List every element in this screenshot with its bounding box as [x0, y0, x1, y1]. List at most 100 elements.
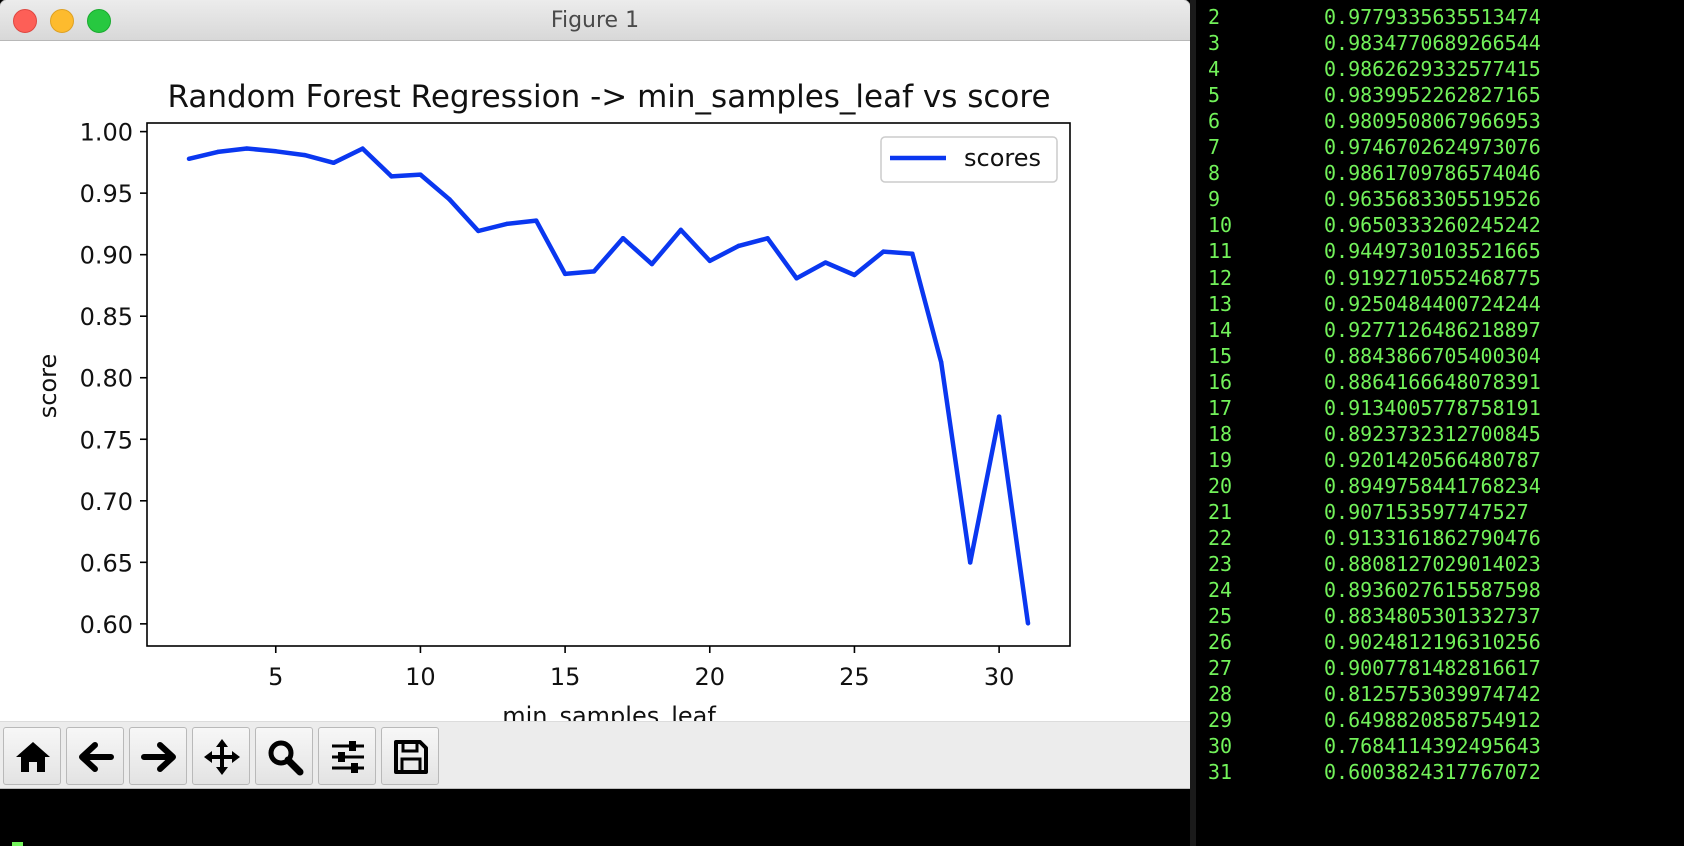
console-row-value: 0.9809508067966953	[1324, 109, 1541, 134]
console-row-value: 0.9277126486218897	[1324, 317, 1541, 342]
forward-button[interactable]	[129, 727, 187, 785]
legend-label-scores: scores	[964, 144, 1041, 172]
data-point	[302, 152, 307, 158]
y-tick-label: 0.65	[80, 549, 133, 577]
data-point	[186, 156, 192, 161]
data-point	[447, 197, 452, 202]
console-row-value: 0.8864166648078391	[1324, 369, 1541, 394]
home-button[interactable]	[3, 727, 61, 785]
console-row-index: 23	[1208, 552, 1233, 577]
x-tick-label: 20	[694, 663, 725, 691]
x-tick-label: 25	[839, 663, 870, 691]
figure-canvas[interactable]: Random Forest Regression -> min_samples_…	[0, 41, 1190, 721]
console-row-index: 27	[1208, 656, 1233, 681]
back-button[interactable]	[66, 727, 124, 785]
console-row-index: 31	[1208, 760, 1233, 785]
data-point	[939, 360, 944, 365]
console-row-index: 13	[1208, 291, 1233, 316]
data-point	[418, 172, 423, 177]
console-row-index: 7	[1208, 135, 1221, 160]
x-axis: 5 10 15 20 25 30	[268, 646, 1014, 691]
console-row-index: 19	[1208, 447, 1233, 472]
console-row-index: 26	[1208, 630, 1233, 655]
legend: scores	[880, 136, 1058, 183]
chart-title: Random Forest Regression -> min_samples_…	[167, 79, 1050, 115]
data-point	[707, 258, 712, 264]
console-row-index: 8	[1208, 161, 1221, 186]
console-row-value: 0.9834770689266544	[1324, 31, 1541, 56]
save-button[interactable]	[381, 727, 439, 785]
window-title: Figure 1	[550, 8, 640, 33]
arrow-left-icon	[79, 742, 114, 772]
data-point	[736, 243, 741, 249]
terminal-output[interactable]: 2 0.9779335635513474 3 0.9834770689266544 4 0…	[1196, 0, 1684, 846]
console-row-index: 21	[1208, 499, 1233, 524]
console-row-value: 0.907153597747527	[1324, 499, 1529, 524]
console-row-value: 0.9250484400724244	[1324, 291, 1541, 316]
data-point	[765, 236, 770, 241]
y-axis-label: score	[34, 354, 62, 419]
data-point	[852, 272, 857, 278]
window-divider	[1190, 0, 1196, 846]
y-tick-label: 0.90	[80, 242, 133, 270]
console-row-value: 0.9133161862790476	[1324, 526, 1541, 550]
console-row-value: 0.9862629332577415	[1324, 57, 1541, 82]
y-tick-label: 0.95	[80, 180, 133, 208]
minimize-window-button[interactable]	[50, 9, 74, 33]
console-row-index: 10	[1208, 213, 1233, 238]
console-row-index: 29	[1208, 708, 1233, 733]
x-tick-label: 10	[405, 663, 436, 691]
data-point	[215, 149, 221, 155]
x-tick-label: 15	[550, 663, 581, 691]
console-row-value: 0.9134005778758191	[1324, 395, 1541, 420]
console-row-value: 0.9650333260245242	[1324, 213, 1541, 238]
console-row-index: 30	[1208, 734, 1233, 759]
data-point	[678, 227, 684, 233]
data-point	[649, 261, 655, 267]
data-point	[881, 249, 886, 254]
y-tick-label: 0.85	[80, 303, 133, 331]
data-point	[360, 146, 365, 151]
configure-subplots-button[interactable]	[318, 727, 376, 785]
x-tick-label: 30	[984, 663, 1015, 691]
move-icon	[204, 739, 240, 775]
console-row-index: 20	[1208, 473, 1233, 498]
console-row-value: 0.8834805301332737	[1324, 604, 1541, 629]
data-point	[620, 235, 626, 241]
y-tick-label: 0.70	[80, 488, 133, 516]
window-titlebar[interactable]: Figure 1	[0, 0, 1190, 41]
console-row-value: 0.8936027615587598	[1324, 578, 1541, 603]
data-point	[910, 251, 915, 256]
zoom-button[interactable]	[255, 727, 313, 785]
x-axis-label: min_samples_leaf	[502, 702, 716, 721]
terminal-cursor	[12, 842, 23, 846]
data-point	[244, 146, 250, 151]
magnifier-icon	[268, 740, 304, 776]
line-chart: Random Forest Regression -> min_samples_…	[34, 79, 1071, 721]
y-axis: 0.60 0.65 0.70 0.75 0.80 0.85 0.90 0.95 1.00	[80, 119, 147, 639]
console-row-value: 0.6003824317767072	[1324, 760, 1541, 785]
console-row-value: 0.9746702624973076	[1324, 135, 1541, 160]
console-row-value: 0.8125753039974742	[1324, 682, 1541, 707]
console-row-value: 0.8923732312700845	[1324, 421, 1541, 446]
figure-window: Figure 1 Random Forest Regression -> min…	[0, 0, 1190, 788]
data-point	[533, 218, 539, 223]
data-point	[967, 560, 973, 565]
data-point	[389, 174, 394, 179]
y-tick-label: 1.00	[80, 119, 133, 147]
console-row-index: 2	[1208, 5, 1221, 29]
console-row-value: 0.8843866705400304	[1324, 343, 1541, 368]
console-row-index: 4	[1208, 57, 1221, 82]
console-row-index: 17	[1208, 395, 1233, 420]
zoom-window-button[interactable]	[87, 9, 111, 33]
data-point	[505, 221, 510, 227]
close-window-button[interactable]	[13, 9, 37, 33]
data-point	[1025, 621, 1031, 626]
pan-button[interactable]	[192, 727, 250, 785]
series-layer	[186, 146, 1031, 626]
console-row-index: 9	[1208, 187, 1221, 212]
data-point	[591, 269, 597, 274]
console-row-value: 0.9024812196310256	[1324, 630, 1541, 655]
sliders-icon	[332, 741, 364, 773]
console-row-value: 0.9201420566480787	[1324, 447, 1541, 472]
